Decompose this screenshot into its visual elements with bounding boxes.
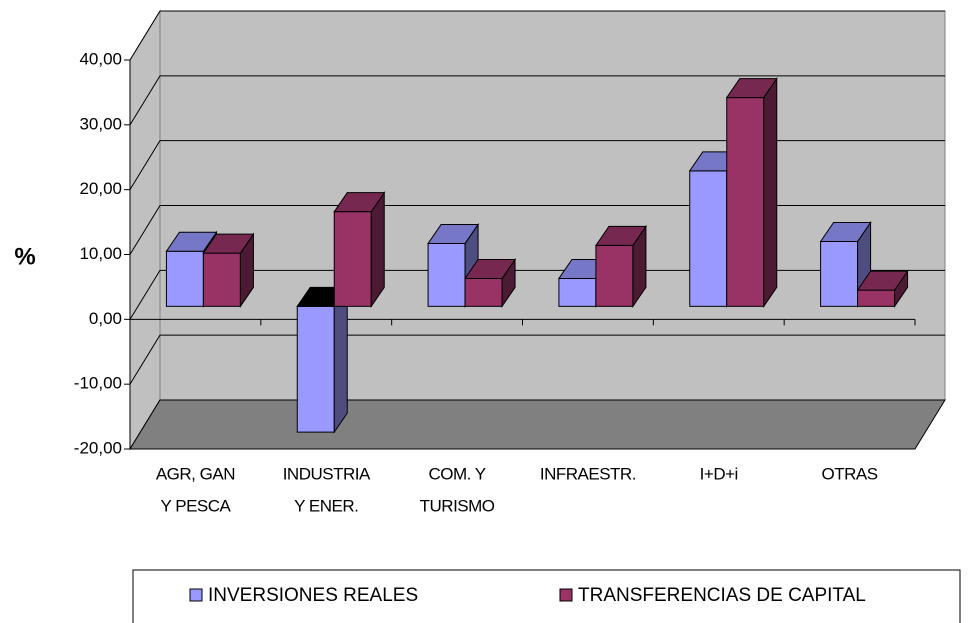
- y-tick-label: -20,00: [74, 438, 122, 457]
- bar-top: [725, 78, 778, 99]
- x-tick-label: Y ENER.: [294, 496, 358, 515]
- floor: [129, 399, 946, 450]
- bar: [820, 241, 859, 307]
- x-tick-label: COM. Y: [429, 464, 486, 483]
- grid-line: [129, 140, 945, 190]
- y-tick-label: -10,00: [74, 374, 122, 393]
- bar: [595, 244, 634, 307]
- bar: [296, 305, 335, 433]
- x-tick-label: AGR, GAN: [156, 464, 235, 483]
- y-axis-label: %: [14, 243, 35, 270]
- x-tick-label: I+D+i: [700, 464, 738, 483]
- bar-top: [202, 233, 255, 254]
- grid-line: [129, 334, 945, 385]
- bar: [427, 242, 466, 307]
- grid-line: [129, 269, 945, 320]
- legend-label: TRANSFERENCIAS DE CAPITAL: [578, 585, 866, 606]
- grid-line: [129, 205, 945, 255]
- bar-top: [594, 225, 647, 246]
- y-tick-label: 10,00: [79, 244, 122, 263]
- bar-top: [333, 192, 386, 213]
- bar: [165, 250, 204, 307]
- legend-swatch: [189, 588, 203, 602]
- x-tick-label: OTRAS: [822, 464, 878, 483]
- legend-label: INVERSIONES REALES: [208, 585, 418, 606]
- bar: [689, 170, 728, 307]
- bar-top: [427, 223, 480, 244]
- bar-top: [464, 258, 517, 279]
- bar: [857, 289, 896, 307]
- x-tick-label: INDUSTRIA: [283, 464, 371, 483]
- bar-side: [763, 76, 778, 308]
- x-tick-label: INFRAESTR.: [540, 464, 636, 483]
- legend-swatch: [559, 588, 573, 602]
- x-tick-label: TURISMO: [420, 496, 495, 515]
- bar-side: [370, 191, 385, 308]
- y-tick-label: 40,00: [79, 49, 122, 68]
- y-tick-label: 0,00: [89, 309, 122, 328]
- bar: [464, 277, 503, 307]
- legend-box: [132, 569, 961, 623]
- bar: [333, 211, 372, 307]
- bar-side: [333, 285, 348, 434]
- bar-top: [856, 270, 909, 291]
- x-tick-label: Y PESCA: [160, 496, 231, 515]
- grid-line: [129, 10, 945, 61]
- y-tick-label: 30,00: [79, 114, 122, 133]
- bar: [202, 252, 241, 307]
- y-tick-label: 20,00: [79, 179, 122, 198]
- bar-top: [165, 231, 218, 252]
- grid-line: [129, 75, 945, 126]
- bar: [726, 97, 765, 307]
- bar: [558, 277, 597, 307]
- bar-top: [819, 222, 872, 242]
